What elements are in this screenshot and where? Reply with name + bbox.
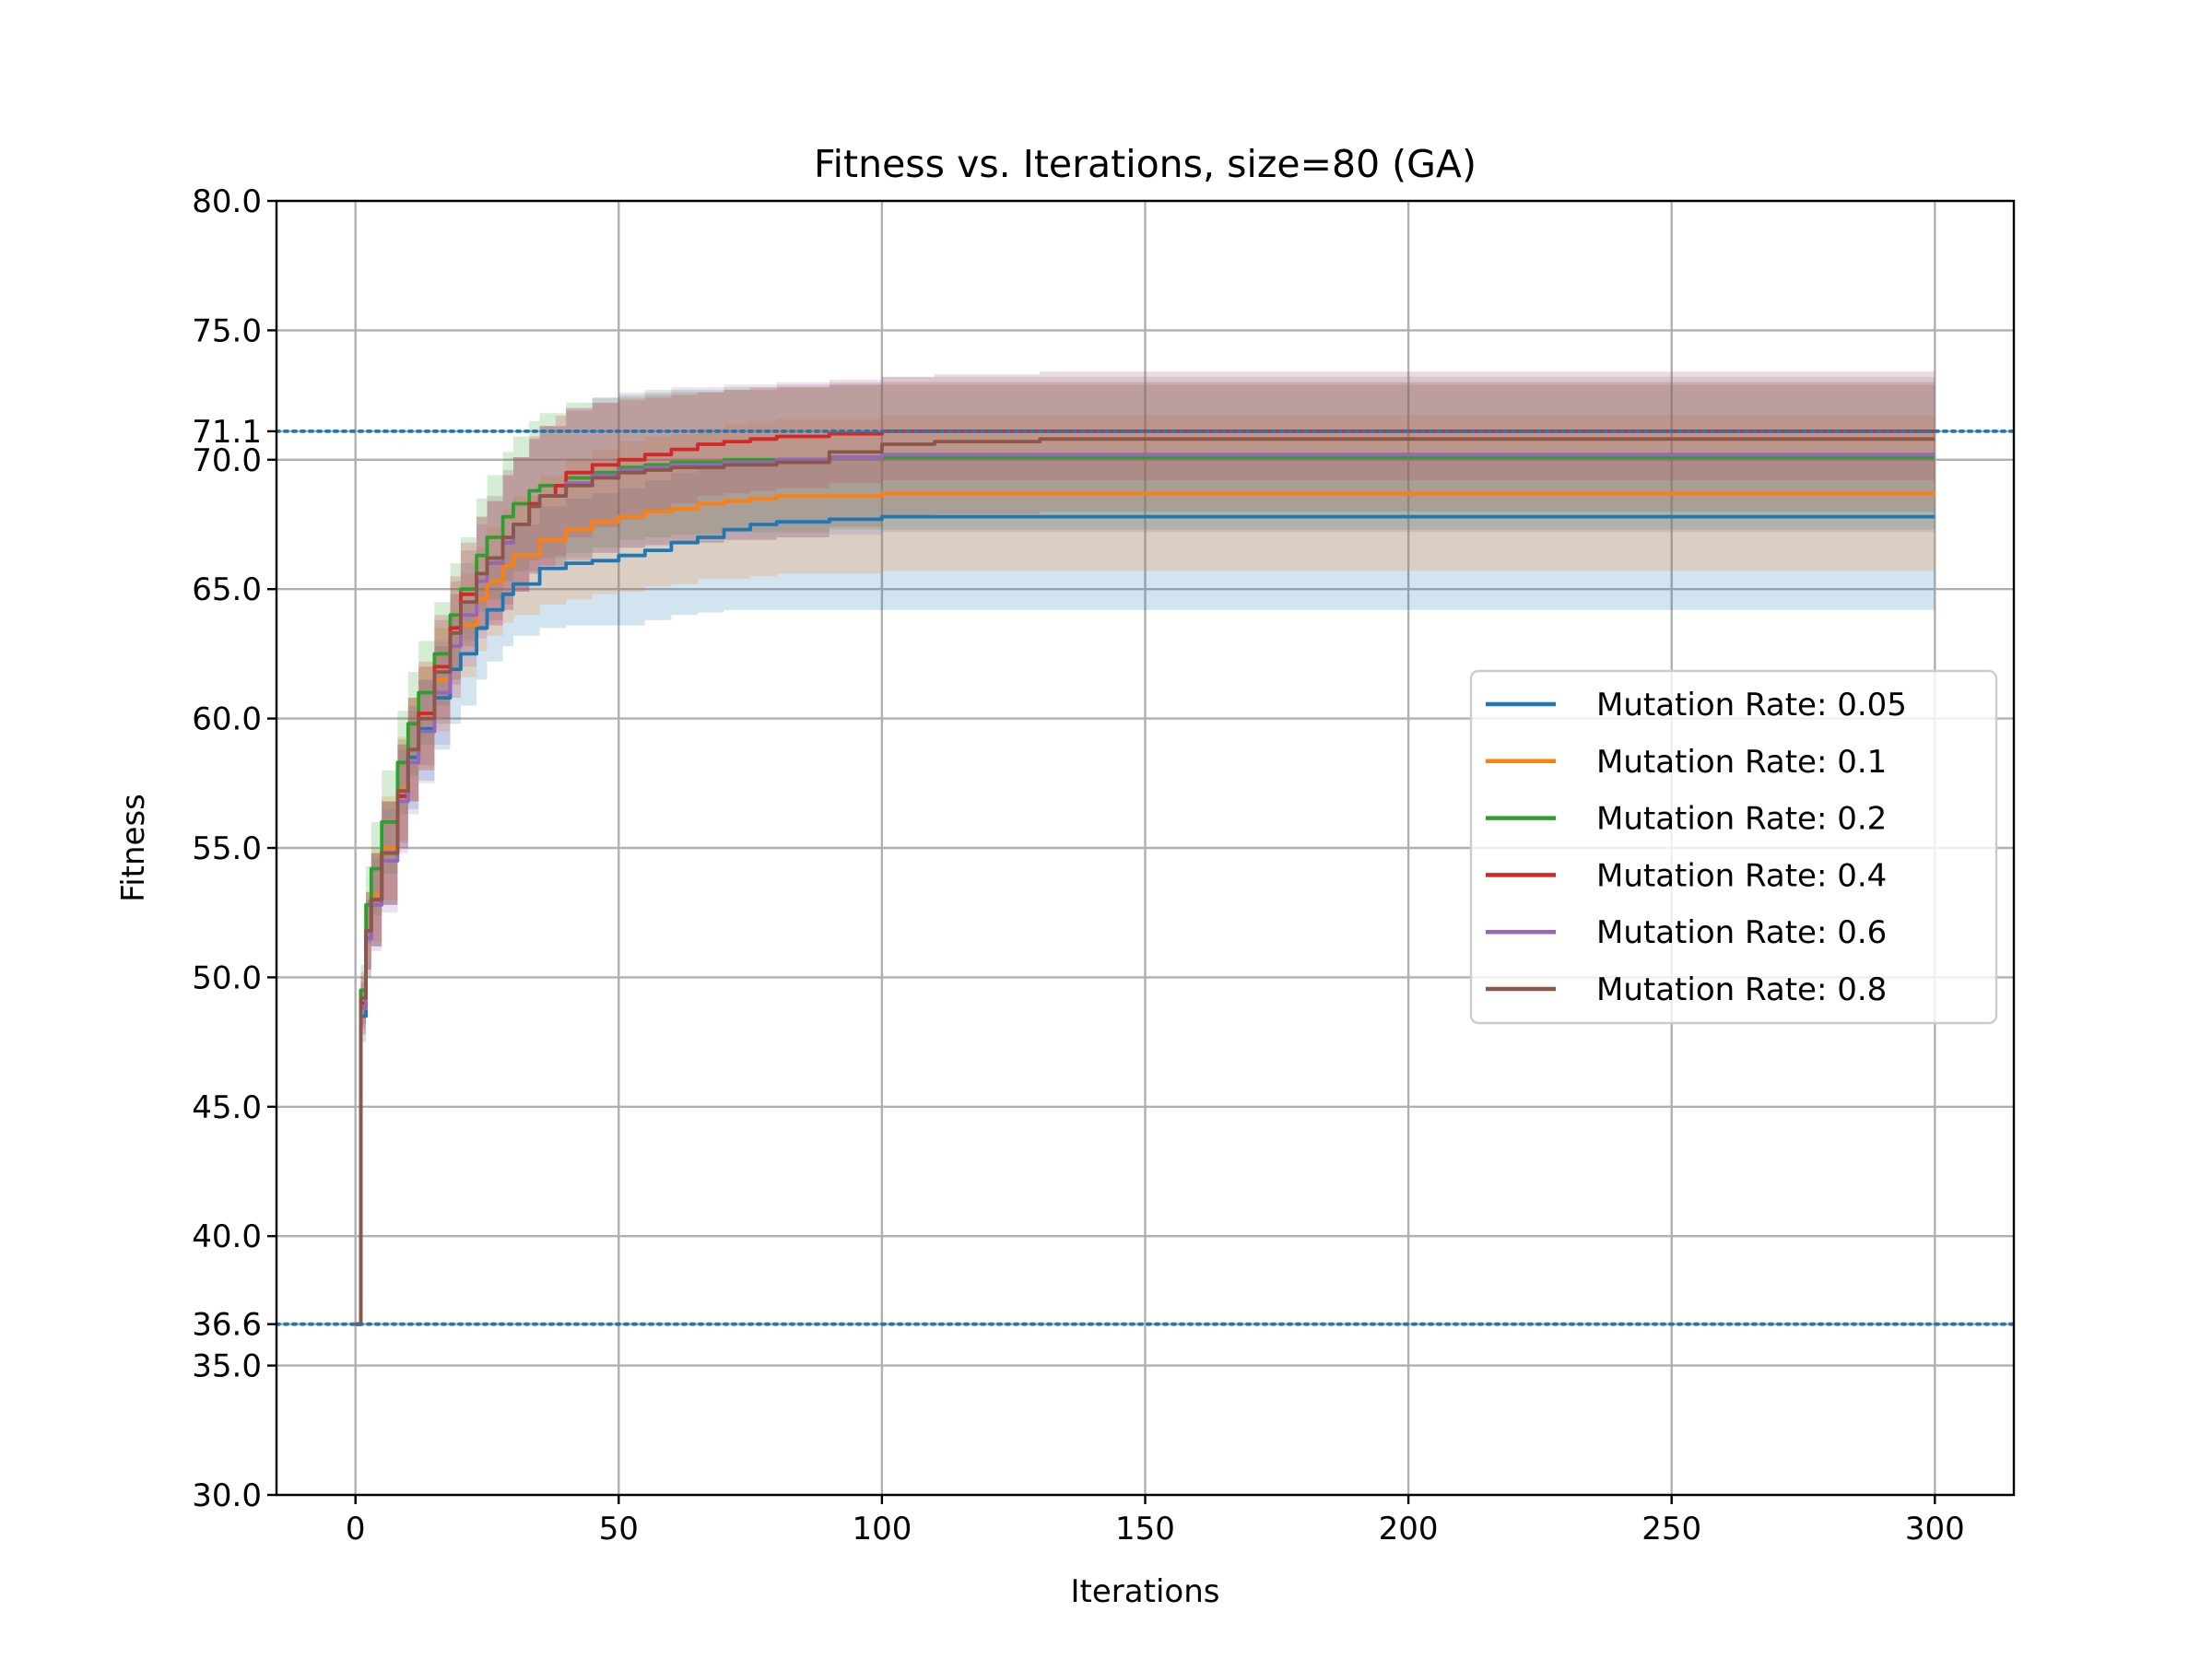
y-tick-label-0: 30.0	[192, 1477, 262, 1514]
y-axis-label: Fitness	[115, 794, 152, 902]
y-tick-label-10: 71.1	[192, 414, 262, 451]
legend-label-0: Mutation Rate: 0.05	[1596, 687, 1907, 724]
legend-label-2: Mutation Rate: 0.2	[1596, 801, 1887, 838]
x-tick-label-2: 100	[852, 1511, 912, 1547]
y-tick-label-3: 40.0	[192, 1218, 262, 1255]
x-tick-label-5: 250	[1641, 1511, 1701, 1547]
y-tick-label-5: 50.0	[192, 959, 262, 996]
x-tick-label-4: 200	[1379, 1511, 1439, 1547]
axis-ticks: 0 50 100 150 200 250 300 30.0 35.0 36.6 40.0 45.0 50…	[192, 183, 1964, 1547]
line-series-5	[355, 437, 1936, 1326]
x-tick-label-1: 50	[599, 1511, 639, 1547]
legend-label-1: Mutation Rate: 0.1	[1596, 744, 1887, 781]
y-tick-label-2: 36.6	[192, 1307, 262, 1344]
x-tick-label-3: 150	[1115, 1511, 1175, 1547]
legend-label-4: Mutation Rate: 0.6	[1596, 914, 1887, 951]
chart-title: Fitness vs. Iterations, size=80 (GA)	[814, 142, 1477, 186]
band-series-2	[355, 384, 1936, 1324]
y-tick-label-4: 45.0	[192, 1089, 262, 1126]
band-series-3	[355, 382, 1936, 1324]
x-axis-label: Iterations	[1071, 1573, 1220, 1610]
y-tick-label-9: 70.0	[192, 442, 262, 479]
x-tick-label-6: 300	[1905, 1511, 1965, 1547]
y-tick-label-11: 75.0	[192, 312, 262, 349]
legend-label-5: Mutation Rate: 0.8	[1596, 971, 1887, 1008]
y-tick-label-1: 35.0	[192, 1348, 262, 1385]
y-tick-label-12: 80.0	[192, 183, 262, 220]
legend-label-3: Mutation Rate: 0.4	[1596, 857, 1887, 894]
band-series-4	[355, 376, 1936, 1324]
legend-box	[1469, 669, 1998, 1025]
reference-lines	[275, 429, 2016, 1326]
x-tick-label-0: 0	[346, 1511, 366, 1547]
y-tick-label-8: 65.0	[192, 571, 262, 608]
y-tick-label-6: 55.0	[192, 830, 262, 867]
band-series-5	[355, 371, 1936, 1324]
legend: Mutation Rate: 0.05 Mutation Rate: 0.1 Mut…	[1469, 669, 1998, 1025]
y-tick-label-7: 60.0	[192, 701, 262, 738]
series-lines	[355, 429, 1936, 1326]
